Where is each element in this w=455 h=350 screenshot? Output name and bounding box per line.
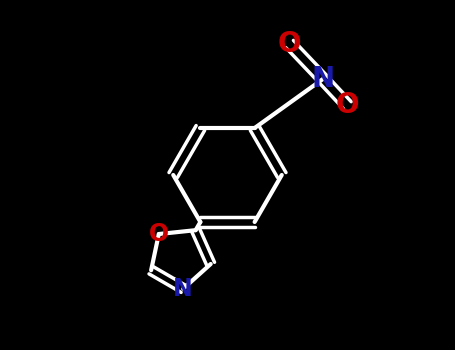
Text: O: O xyxy=(278,30,301,58)
Text: N: N xyxy=(173,277,193,301)
Text: N: N xyxy=(311,65,334,93)
Text: O: O xyxy=(149,222,169,246)
Text: O: O xyxy=(336,91,359,119)
